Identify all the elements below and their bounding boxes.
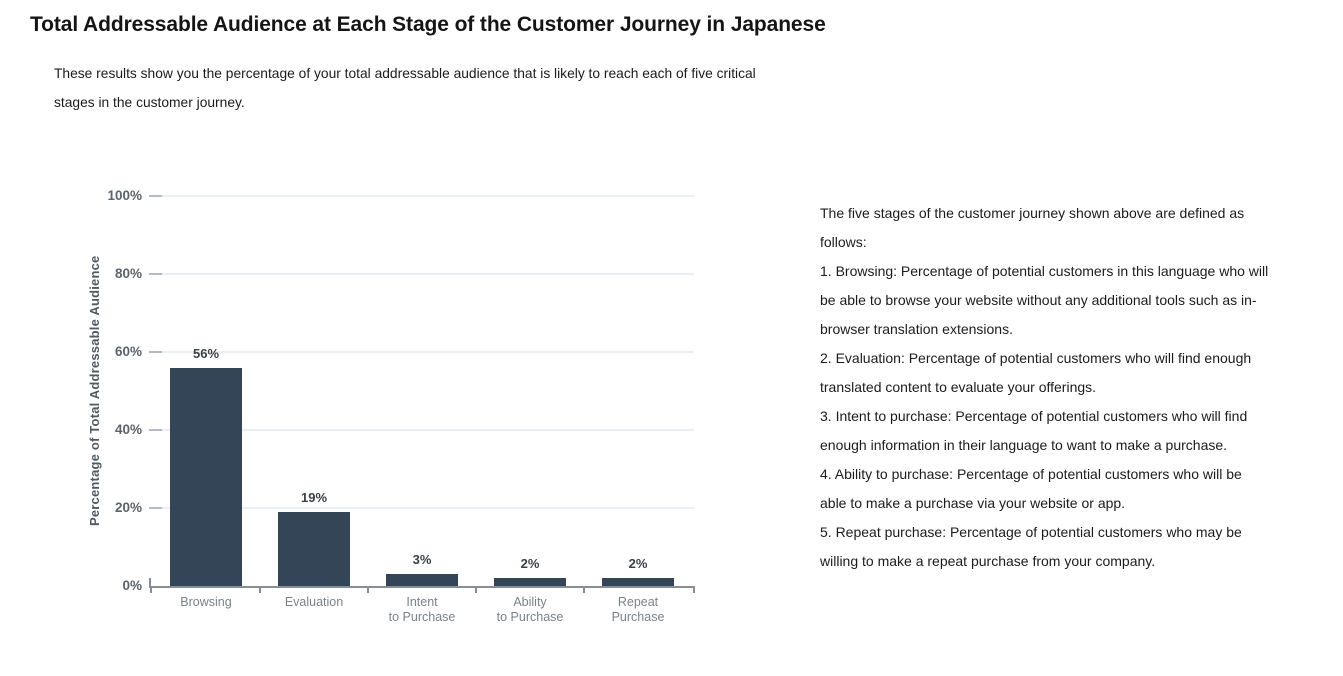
definition-line: browser translation extensions. [820, 321, 1013, 337]
category-label-line: Purchase [611, 610, 665, 624]
x-axis-tick [259, 588, 261, 593]
x-axis-tick [150, 588, 152, 593]
report-subtitle: These results show you the percentage of… [54, 59, 756, 117]
y-axis-tick-label: 80% [114, 266, 142, 281]
definition-line: The five stages of the customer journey … [820, 205, 1245, 221]
definition-line: willing to make a repeat purchase from y… [820, 553, 1156, 569]
subtitle-line: These results show you the percentage of… [54, 66, 756, 81]
category-label-line: Browsing [180, 595, 232, 609]
gridline-20 [149, 507, 694, 509]
definition-line: follows: [820, 234, 867, 250]
bar-value-label: 2% [628, 556, 648, 572]
definition-line: 2. Evaluation: Percentage of potential c… [820, 350, 1252, 366]
bar-repeat-purchase[interactable] [602, 578, 674, 586]
x-axis-tick [475, 588, 477, 593]
y-axis-tick-label: 0% [122, 578, 142, 593]
category-label-line: to Purchase [496, 610, 564, 624]
gridline-80 [149, 273, 694, 275]
bar-ability-to-purchase[interactable] [494, 578, 566, 586]
definition-line: 4. Ability to purchase: Percentage of po… [820, 466, 1242, 482]
bar-intent-to-purchase[interactable] [386, 574, 458, 586]
category-label-line: to Purchase [388, 610, 456, 624]
x-axis-category-label-browsing: Browsing [152, 595, 260, 625]
x-axis-category-label-repeat-purchase: Repeat Purchase [584, 595, 692, 625]
y-axis-corner-tick [149, 578, 151, 586]
definition-line: enough information in their language to … [820, 437, 1228, 453]
bar-value-label: 2% [520, 556, 540, 572]
category-label-line: Ability [513, 595, 547, 609]
y-axis-tick-label: 60% [114, 344, 142, 359]
bar-group-evaluation[interactable]: 19% [260, 196, 368, 586]
definition-line: able to make a purchase via your website… [820, 495, 1126, 511]
category-label-line: Repeat [617, 595, 659, 609]
bar-group-ability-to-purchase[interactable]: 2% [476, 196, 584, 586]
bar-group-intent-to-purchase[interactable]: 3% [368, 196, 476, 586]
x-axis-tick [693, 588, 695, 593]
page-title: Total Addressable Audience at Each Stage… [30, 13, 826, 36]
x-axis-category-label-evaluation: Evaluation [260, 595, 368, 625]
x-axis-tick [367, 588, 369, 593]
gridline-60 [149, 351, 694, 353]
y-axis-title: Percentage of Total Addressable Audience [87, 255, 102, 527]
gridline-100 [149, 195, 694, 197]
definition-line: 3. Intent to purchase: Percentage of pot… [820, 408, 1248, 424]
definitions-text: The five stages of the customer journey … [820, 199, 1268, 576]
y-axis-tick-label: 20% [114, 500, 142, 515]
y-axis-tick-label: 100% [107, 188, 142, 203]
definition-line: translated content to evaluate your offe… [820, 379, 1097, 395]
bar-browsing[interactable] [170, 367, 242, 586]
x-axis-tick [583, 588, 585, 593]
plot-area: 56% 19% 3% 2% 2% [149, 195, 695, 593]
category-label-line: Evaluation [284, 595, 344, 609]
y-axis-tick-label: 40% [114, 422, 142, 437]
bar-evaluation[interactable] [278, 511, 350, 586]
definition-line: be able to browse your website without a… [820, 292, 1257, 308]
x-axis-category-label-intent-to-purchase: Intent to Purchase [368, 595, 476, 625]
category-label-line: Intent [406, 595, 438, 609]
bar-group-browsing[interactable]: 56% [152, 196, 260, 586]
x-axis-labels: Browsing Evaluation Intent to Purchase A… [152, 595, 692, 625]
x-axis-category-label-ability-to-purchase: Ability to Purchase [476, 595, 584, 625]
bar-value-label: 56% [192, 345, 220, 361]
definition-line: 5. Repeat purchase: Percentage of potent… [820, 524, 1242, 540]
subtitle-line: stages in the customer journey. [54, 95, 245, 110]
bar-value-label: 3% [412, 552, 432, 568]
gridline-40 [149, 429, 694, 431]
definition-line: 1. Browsing: Percentage of potential cus… [820, 263, 1269, 279]
bar-value-label: 19% [300, 489, 328, 505]
bar-group-repeat-purchase[interactable]: 2% [584, 196, 692, 586]
x-axis-line [149, 586, 695, 588]
